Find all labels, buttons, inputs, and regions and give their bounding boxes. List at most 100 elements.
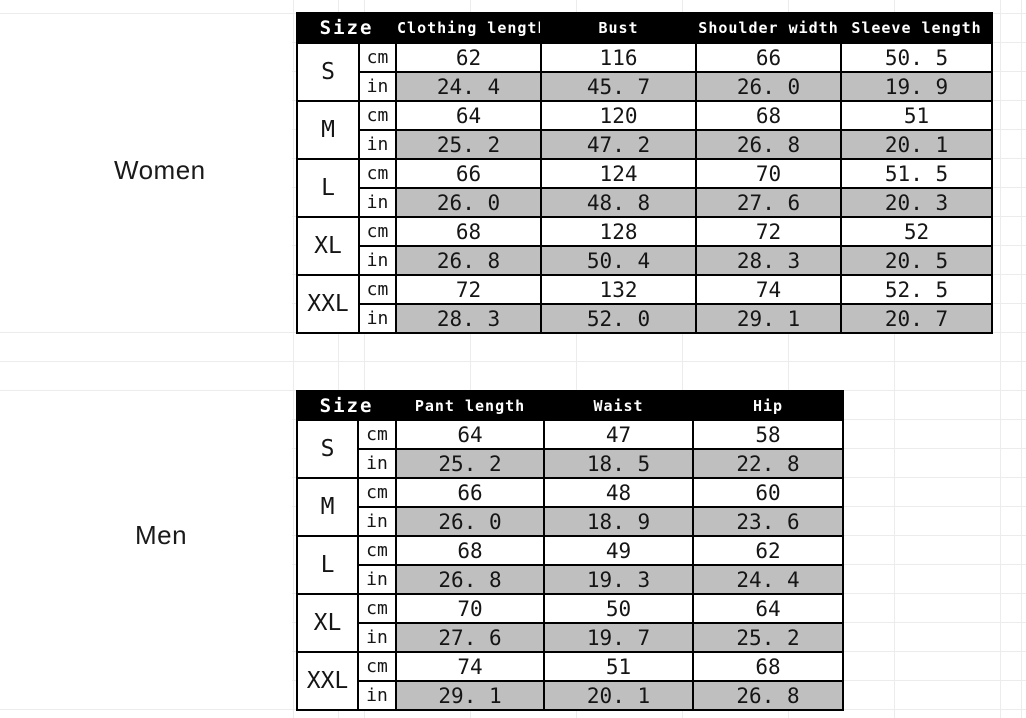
men-xxl-in-row: in 29. 1 20. 1 26. 8 bbox=[297, 680, 845, 711]
value-cell: 68 bbox=[395, 535, 546, 566]
unit-in: in bbox=[356, 448, 398, 479]
value-cell: 26. 0 bbox=[395, 506, 546, 537]
value-cell: 120 bbox=[540, 100, 698, 131]
value-cell: 48 bbox=[543, 477, 695, 508]
value-cell: 132 bbox=[540, 274, 698, 305]
unit-cm: cm bbox=[357, 216, 398, 247]
women-xxl-cm-row: XXL cm 72 132 74 52. 5 bbox=[296, 274, 994, 334]
header-shoulder-width: Shoulder width bbox=[695, 12, 843, 44]
unit-cm: cm bbox=[356, 651, 398, 682]
value-cell: 64 bbox=[395, 419, 546, 450]
header-sleeve-length: Sleeve length bbox=[840, 12, 994, 44]
value-cell: 47 bbox=[543, 419, 695, 450]
men-m-cm-row: M cm 66 48 60 bbox=[296, 477, 845, 537]
value-cell: 52 bbox=[840, 216, 994, 247]
unit-cm: cm bbox=[356, 419, 398, 450]
women-l-cm-row: L cm 66 124 70 51. 5 bbox=[296, 158, 994, 218]
men-xxl-cm-row: XXL cm 74 51 68 bbox=[296, 651, 845, 711]
value-cell: 19. 3 bbox=[543, 564, 695, 595]
value-cell: 19. 7 bbox=[543, 622, 695, 653]
value-cell: 25. 2 bbox=[395, 129, 543, 160]
women-m-in-row: in 25. 2 47. 2 26. 8 20. 1 bbox=[297, 129, 994, 160]
value-cell: 62 bbox=[692, 535, 845, 566]
size-label: S bbox=[296, 42, 360, 102]
value-cell: 50 bbox=[543, 593, 695, 624]
women-s-cm-row: S cm 62 116 66 50. 5 bbox=[296, 42, 994, 102]
value-cell: 70 bbox=[395, 593, 546, 624]
value-cell: 26. 8 bbox=[695, 129, 843, 160]
unit-in: in bbox=[356, 680, 398, 711]
value-cell: 26. 8 bbox=[395, 245, 543, 276]
unit-cm: cm bbox=[357, 100, 398, 131]
grid-vline bbox=[293, 0, 294, 718]
size-label: L bbox=[296, 535, 359, 595]
value-cell: 66 bbox=[395, 477, 546, 508]
value-cell: 50. 5 bbox=[840, 42, 994, 73]
value-cell: 26. 0 bbox=[695, 71, 843, 102]
unit-cm: cm bbox=[356, 477, 398, 508]
value-cell: 20. 3 bbox=[840, 187, 994, 218]
header-size: Size bbox=[295, 12, 398, 44]
women-label-cell bbox=[0, 14, 292, 332]
unit-in: in bbox=[357, 303, 398, 334]
value-cell: 25. 2 bbox=[395, 448, 546, 479]
value-cell: 70 bbox=[695, 158, 843, 189]
women-xl-cm-row: XL cm 68 128 72 52 bbox=[296, 216, 994, 276]
value-cell: 20. 1 bbox=[543, 680, 695, 711]
value-cell: 28. 3 bbox=[695, 245, 843, 276]
women-size-table: Size Clothing length Bust Shoulder width… bbox=[295, 12, 994, 334]
value-cell: 52. 5 bbox=[840, 274, 994, 305]
unit-cm: cm bbox=[356, 535, 398, 566]
men-l-in-row: in 26. 8 19. 3 24. 4 bbox=[297, 564, 845, 595]
women-m-cm-row: M cm 64 120 68 51 bbox=[296, 100, 994, 160]
header-size: Size bbox=[295, 390, 398, 421]
grid-vline bbox=[364, 0, 365, 718]
value-cell: 28. 3 bbox=[395, 303, 543, 334]
value-cell: 66 bbox=[695, 42, 843, 73]
men-header-row: Size Pant length Waist Hip bbox=[295, 390, 845, 421]
value-cell: 124 bbox=[540, 158, 698, 189]
unit-in: in bbox=[356, 564, 398, 595]
grid-vline bbox=[682, 0, 683, 718]
unit-cm: cm bbox=[356, 593, 398, 624]
value-cell: 52. 0 bbox=[540, 303, 698, 334]
value-cell: 48. 8 bbox=[540, 187, 698, 218]
women-group-label: Women bbox=[114, 155, 206, 185]
grid-vline bbox=[338, 0, 339, 718]
value-cell: 22. 8 bbox=[692, 448, 845, 479]
men-m-in-row: in 26. 0 18. 9 23. 6 bbox=[297, 506, 845, 537]
value-cell: 18. 5 bbox=[543, 448, 695, 479]
value-cell: 68 bbox=[695, 100, 843, 131]
value-cell: 68 bbox=[395, 216, 543, 247]
header-hip: Hip bbox=[692, 390, 845, 421]
header-bust: Bust bbox=[540, 12, 698, 44]
size-label: XXL bbox=[296, 651, 359, 711]
value-cell: 26. 8 bbox=[395, 564, 546, 595]
women-xl-in-row: in 26. 8 50. 4 28. 3 20. 5 bbox=[297, 245, 994, 276]
value-cell: 29. 1 bbox=[695, 303, 843, 334]
size-label: L bbox=[296, 158, 360, 218]
grid-vline bbox=[1000, 0, 1001, 718]
value-cell: 25. 2 bbox=[692, 622, 845, 653]
unit-in: in bbox=[356, 622, 398, 653]
value-cell: 19. 9 bbox=[840, 71, 994, 102]
value-cell: 66 bbox=[395, 158, 543, 189]
unit-in: in bbox=[356, 506, 398, 537]
value-cell: 64 bbox=[395, 100, 543, 131]
women-s-in-row: in 24. 4 45. 7 26. 0 19. 9 bbox=[297, 71, 994, 102]
grid-vline bbox=[788, 0, 789, 718]
women-xxl-in-row: in 28. 3 52. 0 29. 1 20. 7 bbox=[297, 303, 994, 334]
value-cell: 18. 9 bbox=[543, 506, 695, 537]
value-cell: 23. 6 bbox=[692, 506, 845, 537]
value-cell: 62 bbox=[395, 42, 543, 73]
value-cell: 72 bbox=[395, 274, 543, 305]
value-cell: 24. 4 bbox=[395, 71, 543, 102]
grid-vline bbox=[1021, 0, 1022, 718]
value-cell: 72 bbox=[695, 216, 843, 247]
unit-in: in bbox=[357, 129, 398, 160]
value-cell: 26. 0 bbox=[395, 187, 543, 218]
value-cell: 74 bbox=[395, 651, 546, 682]
value-cell: 20. 1 bbox=[840, 129, 994, 160]
value-cell: 58 bbox=[692, 419, 845, 450]
value-cell: 20. 7 bbox=[840, 303, 994, 334]
